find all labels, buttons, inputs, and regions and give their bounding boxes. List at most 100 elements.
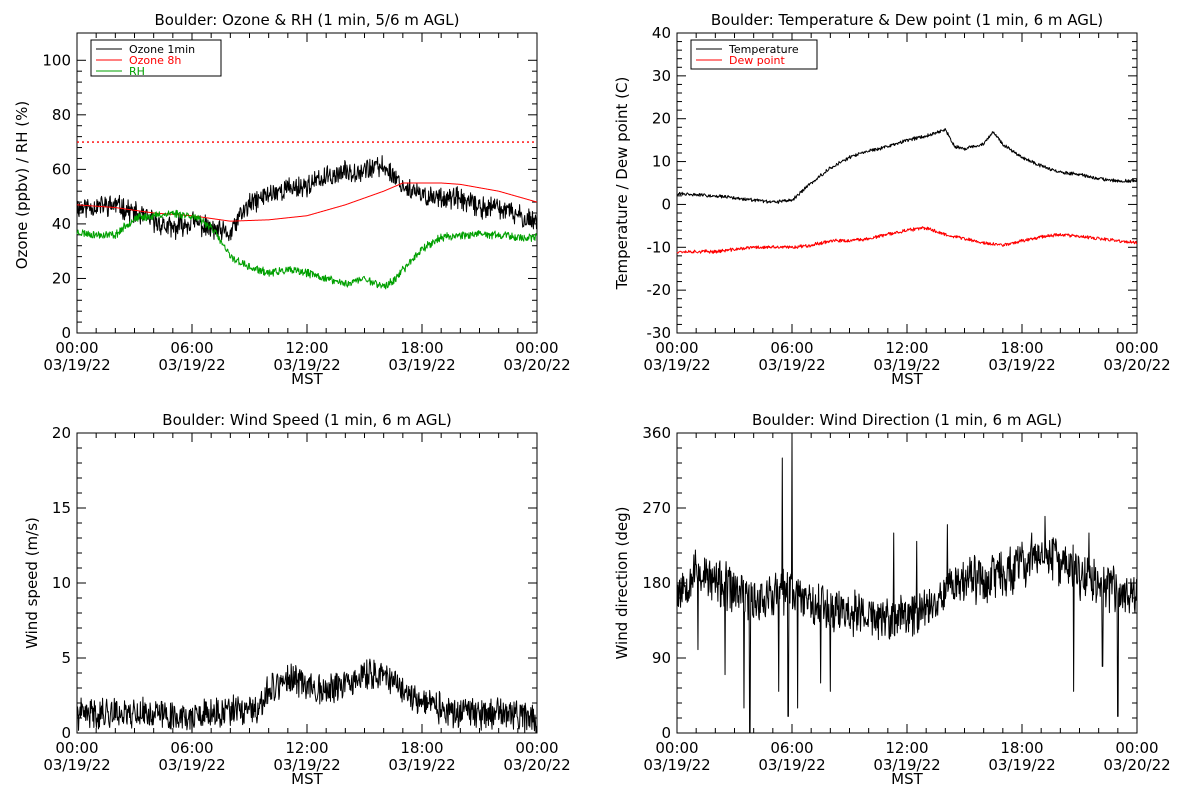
chart-title: Boulder: Ozone & RH (1 min, 5/6 m AGL) [154, 11, 459, 29]
x-axis-label: MST [891, 770, 923, 788]
y-tick-label: 100 [42, 51, 71, 69]
legend-label-dew-point: Dew point [729, 54, 785, 67]
series-line-ozone-1min [76, 155, 538, 242]
x-tick-date-label: 03/19/22 [643, 356, 710, 374]
x-tick-time-label: 12:00 [285, 739, 328, 757]
y-tick-label: 60 [52, 160, 71, 178]
x-tick-date-label: 03/20/22 [1103, 356, 1170, 374]
x-tick-time-label: 00:00 [55, 739, 98, 757]
x-tick-time-label: 00:00 [1115, 339, 1158, 357]
chart-title: Boulder: Temperature & Dew point (1 min,… [711, 11, 1103, 29]
y-axis-label: Wind direction (deg) [613, 507, 631, 660]
y-tick-label: 20 [52, 269, 71, 287]
axis-ticks: 0510152000:0003/19/2206:0003/19/2212:000… [43, 424, 570, 774]
axis-ticks: 09018027036000:0003/19/2206:0003/19/2212… [642, 424, 1170, 774]
legend: Temperature Dew point [690, 39, 818, 70]
plot-frame [76, 32, 538, 334]
x-tick-time-label: 18:00 [400, 339, 443, 357]
x-tick-date-label: 03/19/22 [273, 356, 340, 374]
x-tick-date-label: 03/20/22 [503, 356, 570, 374]
y-tick-label: -10 [647, 238, 672, 256]
y-tick-label: 0 [661, 724, 671, 742]
legend-label-ozone-1min: Ozone 1min [129, 43, 195, 56]
chart-title: Boulder: Wind Speed (1 min, 6 m AGL) [162, 411, 451, 429]
y-tick-label: -30 [647, 324, 672, 342]
series-lines [76, 155, 538, 290]
wind-speed-panel: Boulder: Wind Speed (1 min, 6 m AGL) Win… [23, 411, 571, 788]
x-tick-time-label: 06:00 [170, 739, 213, 757]
legend: Ozone 1min Ozone 8h RH [90, 39, 222, 78]
x-tick-date-label: 03/20/22 [1103, 756, 1170, 774]
y-tick-label: 360 [642, 424, 671, 442]
x-tick-time-label: 00:00 [515, 739, 558, 757]
y-tick-label: 30 [652, 67, 671, 85]
x-tick-time-label: 06:00 [170, 339, 213, 357]
series-lines [76, 658, 538, 734]
y-tick-label: 15 [52, 499, 71, 517]
x-tick-date-label: 03/19/22 [758, 756, 825, 774]
x-tick-date-label: 03/19/22 [158, 756, 225, 774]
plot-frame [676, 32, 1138, 334]
x-tick-date-label: 03/19/22 [158, 356, 225, 374]
y-axis-label: Wind speed (m/s) [23, 517, 41, 649]
x-tick-date-label: 03/19/22 [873, 756, 940, 774]
y-tick-label: 180 [642, 574, 671, 592]
x-tick-date-label: 03/19/22 [873, 356, 940, 374]
x-axis-label: MST [291, 370, 323, 388]
series-line-ozone-8h [76, 182, 538, 222]
legend-box [690, 39, 818, 70]
x-tick-time-label: 06:00 [770, 339, 813, 357]
x-tick-date-label: 03/19/22 [43, 756, 110, 774]
ozone-rh-panel: Boulder: Ozone & RH (1 min, 5/6 m AGL) O… [13, 11, 571, 388]
series-line-rh [76, 209, 538, 290]
x-axis-label: MST [291, 770, 323, 788]
x-tick-time-label: 12:00 [885, 739, 928, 757]
y-tick-label: 40 [52, 215, 71, 233]
axis-ticks: -30-20-1001020304000:0003/19/2206:0003/1… [643, 24, 1170, 374]
legend-label-ozone-8h: Ozone 8h [129, 54, 181, 67]
y-axis-label: Ozone (ppbv) / RH (%) [13, 101, 31, 270]
x-tick-date-label: 03/20/22 [503, 756, 570, 774]
x-tick-date-label: 03/19/22 [988, 356, 1055, 374]
x-tick-time-label: 00:00 [1115, 739, 1158, 757]
y-tick-label: 0 [661, 195, 671, 213]
x-axis-label: MST [891, 370, 923, 388]
chart-title: Boulder: Wind Direction (1 min, 6 m AGL) [752, 411, 1062, 429]
y-tick-label: -20 [647, 281, 672, 299]
series-line-dew-point [676, 226, 1138, 254]
x-tick-date-label: 03/19/22 [273, 756, 340, 774]
y-tick-label: 0 [61, 324, 71, 342]
y-tick-label: 40 [652, 24, 671, 42]
x-tick-date-label: 03/19/22 [388, 356, 455, 374]
x-tick-time-label: 00:00 [655, 739, 698, 757]
y-tick-label: 10 [52, 574, 71, 592]
y-tick-label: 80 [52, 106, 71, 124]
series-line-series-0 [676, 432, 1138, 734]
y-tick-label: 20 [52, 424, 71, 442]
y-axis-label: Temperature / Dew point (C) [613, 77, 631, 291]
x-tick-time-label: 00:00 [515, 339, 558, 357]
x-tick-time-label: 12:00 [885, 339, 928, 357]
wind-direction-panel: Boulder: Wind Direction (1 min, 6 m AGL)… [613, 411, 1171, 788]
legend-box [90, 39, 222, 77]
legend-label-temperature: Temperature [728, 43, 799, 56]
x-tick-time-label: 18:00 [1000, 339, 1043, 357]
x-tick-date-label: 03/19/22 [43, 356, 110, 374]
x-tick-time-label: 18:00 [1000, 739, 1043, 757]
series-line-series-0 [76, 658, 538, 734]
x-tick-time-label: 00:00 [655, 339, 698, 357]
x-tick-time-label: 06:00 [770, 739, 813, 757]
series-lines [676, 128, 1138, 254]
y-tick-label: 0 [61, 724, 71, 742]
x-tick-date-label: 03/19/22 [388, 756, 455, 774]
y-tick-label: 90 [652, 649, 671, 667]
series-lines [676, 432, 1138, 734]
y-tick-label: 270 [642, 499, 671, 517]
y-tick-label: 20 [652, 110, 671, 128]
y-tick-label: 5 [61, 649, 71, 667]
x-tick-time-label: 00:00 [55, 339, 98, 357]
x-tick-time-label: 18:00 [400, 739, 443, 757]
series-line-temperature [676, 128, 1138, 205]
x-tick-date-label: 03/19/22 [643, 756, 710, 774]
